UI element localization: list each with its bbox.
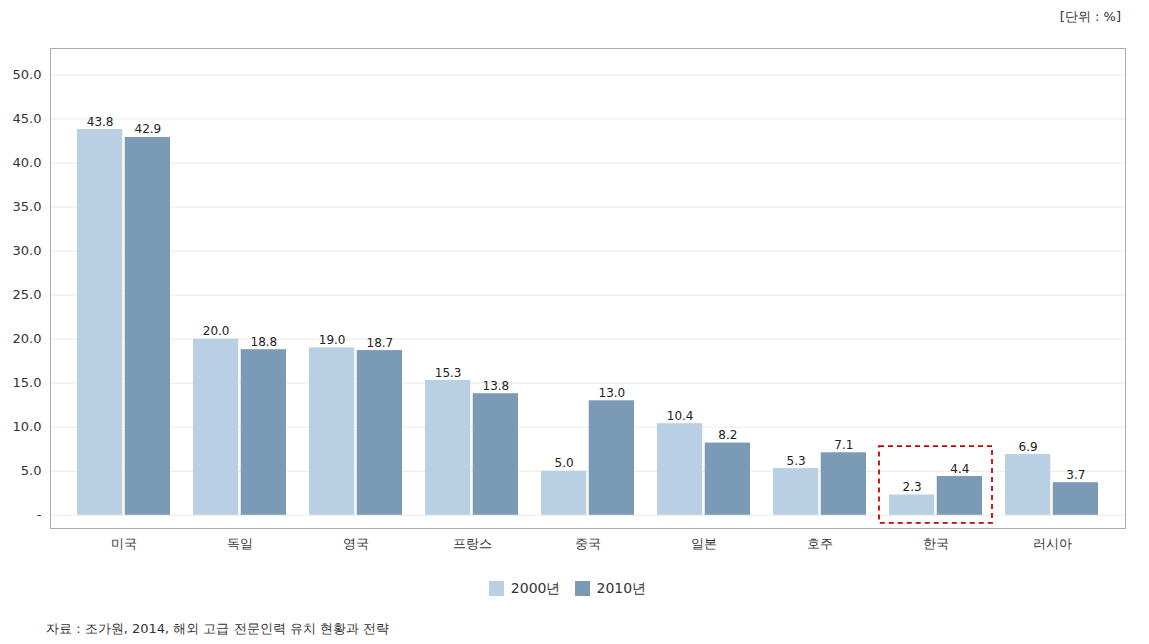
svg-text:3.7: 3.7: [1066, 468, 1085, 482]
svg-text:호주: 호주: [807, 536, 833, 551]
svg-text:4.4: 4.4: [950, 462, 969, 476]
svg-text:5.3: 5.3: [787, 454, 806, 468]
svg-text:30.0: 30.0: [13, 243, 42, 258]
html-text:자료 : 조가원, 2014, 해외 고급 전문인력 유치: 자료 : 조가원, 2014, 해외 고급 전문인력 유치 현황과 전략: [46, 621, 389, 636]
svg-text:42.9: 42.9: [135, 122, 162, 136]
svg-text:일본: 일본: [691, 536, 717, 551]
svg-text:러시아: 러시아: [1033, 536, 1072, 551]
svg-text:18.7: 18.7: [367, 336, 394, 350]
svg-text:20.0: 20.0: [13, 331, 42, 346]
svg-text:7.1: 7.1: [834, 438, 853, 452]
svg-text:2.3: 2.3: [903, 480, 922, 494]
svg-text:한국: 한국: [923, 536, 949, 551]
html-text:2000년: 2000년: [510, 579, 561, 596]
svg-text:6.9: 6.9: [1019, 440, 1038, 454]
svg-text:25.0: 25.0: [13, 287, 42, 302]
svg-text:8.2: 8.2: [718, 428, 737, 442]
svg-text:10.4: 10.4: [667, 409, 694, 423]
svg-text:40.0: 40.0: [13, 155, 42, 170]
svg-text:20.0: 20.0: [203, 324, 230, 338]
svg-text:독일: 독일: [227, 536, 253, 551]
html-text:[단위 : %]: [단위 : %]: [1059, 9, 1121, 24]
svg-text:35.0: 35.0: [13, 199, 42, 214]
svg-text:10.0: 10.0: [13, 419, 42, 434]
svg-text:15.0: 15.0: [13, 375, 42, 390]
svg-text:50.0: 50.0: [13, 67, 42, 82]
svg-text:프랑스: 프랑스: [453, 536, 492, 551]
svg-text:13.8: 13.8: [483, 379, 510, 393]
svg-text:18.8: 18.8: [251, 335, 278, 349]
svg-text:45.0: 45.0: [13, 111, 42, 126]
svg-text:5.0: 5.0: [21, 463, 42, 478]
html-text:2010년: 2010년: [596, 579, 647, 596]
svg-text:미국: 미국: [111, 536, 137, 551]
svg-text:5.0: 5.0: [555, 456, 574, 470]
svg-text:-: -: [37, 507, 42, 522]
svg-text:43.8: 43.8: [87, 115, 114, 129]
svg-text:중국: 중국: [575, 536, 601, 551]
svg-text:19.0: 19.0: [319, 333, 346, 347]
svg-text:영국: 영국: [343, 536, 369, 551]
svg-text:13.0: 13.0: [599, 386, 626, 400]
svg-text:15.3: 15.3: [435, 366, 462, 380]
